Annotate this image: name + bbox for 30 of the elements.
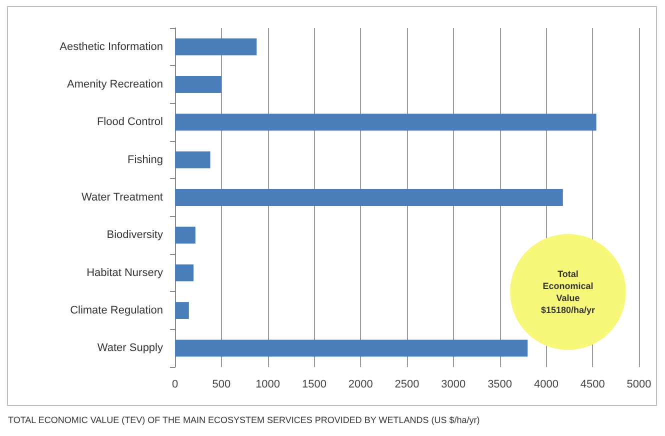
x-tick-label: 3000 <box>441 378 466 390</box>
y-tick-label: Amenity Recreation <box>67 78 163 90</box>
x-tick-label: 5000 <box>626 378 652 390</box>
bar <box>175 264 194 282</box>
x-tick-label: 4000 <box>534 378 558 390</box>
bar <box>175 76 222 93</box>
x-tick-label: 0 <box>172 378 178 390</box>
y-tick-label: Water Treatment <box>81 192 163 204</box>
bar <box>175 302 189 319</box>
bar <box>175 38 257 56</box>
x-tick-label: 2000 <box>348 378 373 390</box>
text: TOTAL ECONOMIC VALUE (TEV) OF THE MAIN ECOSYSTEM SERVICES PROVIDED BY WETLANDS (US $/ha/yr) <box>8 415 480 425</box>
x-tick-label: 2500 <box>394 378 420 390</box>
x-tick-label: 1000 <box>256 378 280 390</box>
y-tick-label: Fishing <box>128 154 163 166</box>
y-tick-label: Biodiversity <box>106 229 164 242</box>
x-tick-label: 1500 <box>302 378 326 390</box>
bar <box>175 114 596 131</box>
x-tick-label: 3500 <box>488 378 512 390</box>
bar <box>175 226 196 244</box>
bar <box>175 151 210 168</box>
y-tick-label: Aesthetic Information <box>60 40 163 53</box>
x-tick-label: 500 <box>212 378 231 390</box>
y-tick-label: Habitat Nursery <box>86 266 164 279</box>
y-tick-label: Flood Control <box>96 116 163 128</box>
y-tick-label: Climate Regulation <box>70 304 163 316</box>
y-tick-label: Water Supply <box>97 342 164 354</box>
bar <box>175 340 528 357</box>
x-tick-label: 4500 <box>580 378 605 390</box>
bar <box>175 189 563 206</box>
